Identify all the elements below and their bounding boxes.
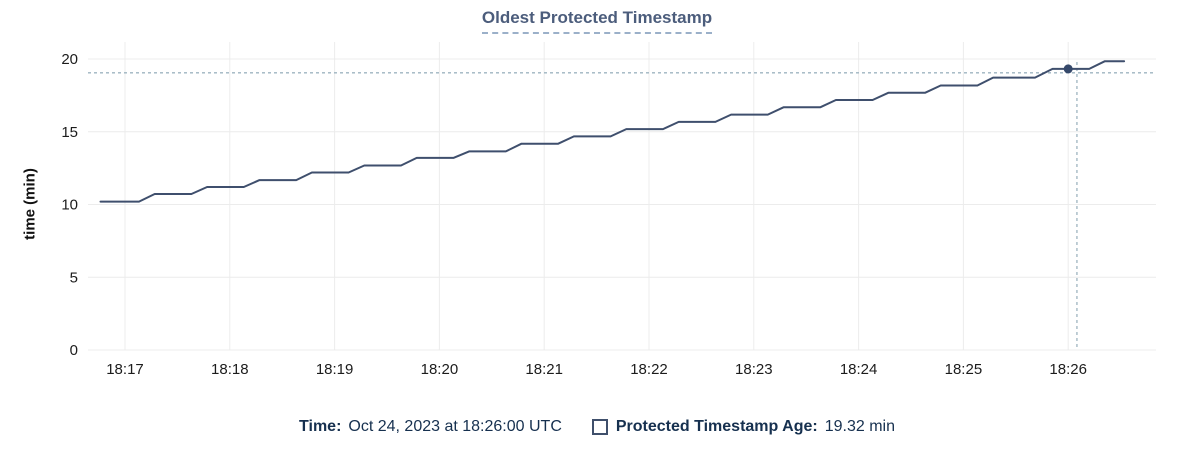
legend-series-label: Protected Timestamp Age: <box>615 418 818 435</box>
y-tick-label: 10 <box>61 197 78 214</box>
x-tick-label: 18:17 <box>106 361 144 378</box>
x-tick-label: 18:25 <box>945 361 983 378</box>
chart-title-row: Oldest Protected Timestamp <box>0 8 1194 34</box>
x-tick-label: 18:26 <box>1049 361 1087 378</box>
series-line <box>99 60 1126 203</box>
legend-time-label: Time: <box>299 418 342 435</box>
x-tick-label: 18:20 <box>421 361 459 378</box>
y-tick-label: 20 <box>61 51 78 68</box>
chart-title[interactable]: Oldest Protected Timestamp <box>481 8 713 34</box>
chart-legend: Time: Oct 24, 2023 at 18:26:00 UTC Prote… <box>0 418 1194 436</box>
y-tick-label: 5 <box>70 269 78 286</box>
x-tick-label: 18:23 <box>735 361 773 378</box>
y-axis-title: time (min) <box>21 168 39 240</box>
legend-time-value: Oct 24, 2023 at 18:26:00 UTC <box>348 418 562 435</box>
x-tick-label: 18:24 <box>840 361 878 378</box>
x-tick-label: 18:18 <box>211 361 249 378</box>
x-tick-label: 18:21 <box>525 361 563 378</box>
legend-time: Time: Oct 24, 2023 at 18:26:00 UTC <box>299 418 562 436</box>
legend-series-toggle[interactable]: Protected Timestamp Age: 19.32 min <box>591 418 895 436</box>
x-tick-label: 18:22 <box>630 361 668 378</box>
legend-series-value: 19.32 min <box>824 418 895 435</box>
line-chart-plot[interactable]: 0 5 10 15 20 18:17 18:18 18:19 18:20 18:21 18:22 18… <box>0 0 1194 400</box>
series-swatch-icon[interactable] <box>591 419 608 435</box>
y-tick-label: 15 <box>61 124 78 141</box>
y-tick-label: 0 <box>70 342 78 359</box>
hover-point-dot <box>1063 64 1073 74</box>
x-tick-label: 18:19 <box>316 361 354 378</box>
